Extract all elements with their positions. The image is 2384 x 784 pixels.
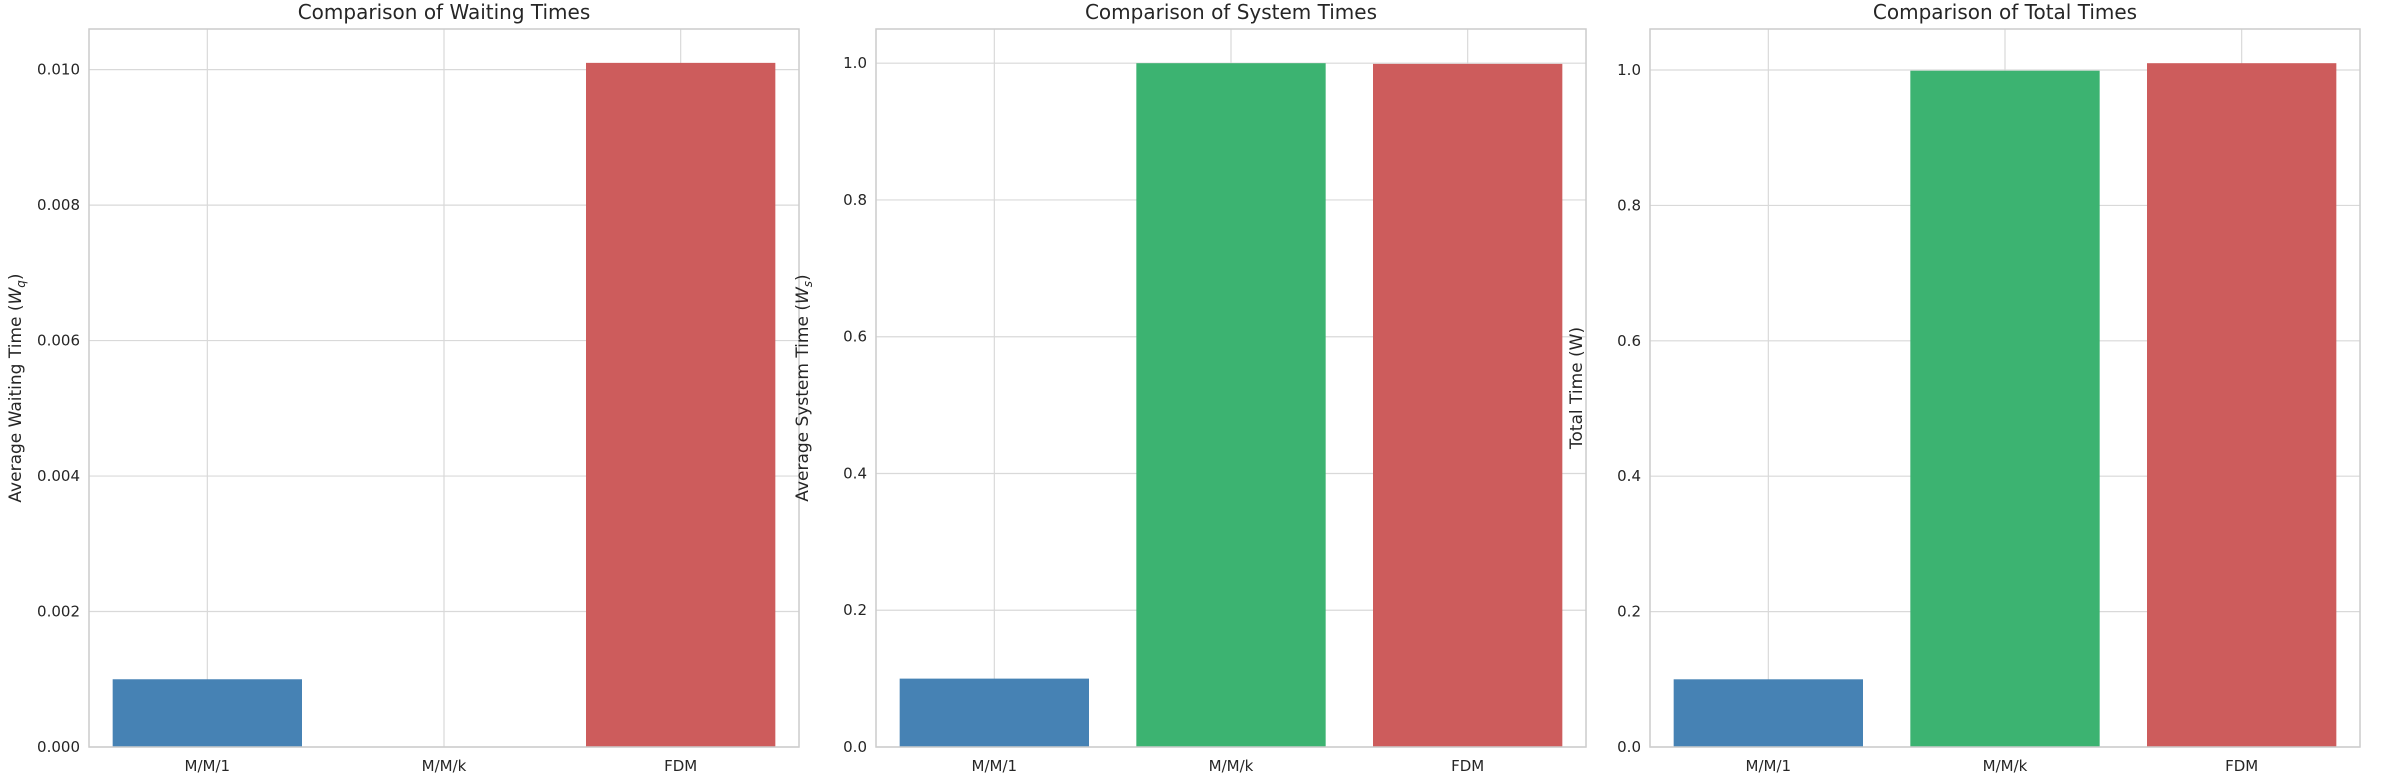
y-axis-label: Average System Time (Ws) xyxy=(793,274,815,501)
y-tick-label: 0.4 xyxy=(1617,467,1641,485)
y-tick-label: 0.0 xyxy=(843,738,867,756)
x-tick-label: M/M/k xyxy=(422,757,467,775)
bar-m-m-1 xyxy=(1673,679,1863,747)
x-tick-label: M/M/k xyxy=(1983,757,2028,775)
y-tick-label: 0.004 xyxy=(37,467,80,485)
y-tick-label: 0.000 xyxy=(37,738,80,756)
bar-m-m-1 xyxy=(899,678,1089,747)
x-tick-label: FDM xyxy=(2225,757,2258,775)
chart-title: Comparison of System Times xyxy=(1085,0,1377,24)
y-tick-label: 0.2 xyxy=(843,601,867,619)
chart-title: Comparison of Total Times xyxy=(1873,0,2137,24)
chart-panel-3: 0.0 0.2 0.4 0.6 0.8 1.0 M/M/1 M/M/k FDM Compariso… xyxy=(1567,0,2361,775)
x-tick-label: M/M/k xyxy=(1209,757,1254,775)
y-tick-label: 0.002 xyxy=(37,603,80,621)
bar-m-m-k xyxy=(1136,63,1326,747)
axes-frame xyxy=(1649,28,2361,748)
y-axis-label: Average Waiting Time (Wq) xyxy=(6,273,28,502)
x-tick-label: M/M/1 xyxy=(972,757,1018,775)
y-axis-label: Total Time (W) xyxy=(1567,327,1587,450)
y-tick-label: 0.0 xyxy=(1617,738,1641,756)
x-tick-label: M/M/1 xyxy=(1746,757,1792,775)
bar-fdm xyxy=(2147,63,2337,747)
chart-title: Comparison of Waiting Times xyxy=(298,0,591,24)
axes-frame xyxy=(88,28,800,748)
y-tick-label: 0.8 xyxy=(1617,196,1641,214)
y-tick-label: 0.6 xyxy=(843,328,867,346)
axes-frame xyxy=(875,28,1587,748)
bar-fdm xyxy=(586,62,776,748)
y-tick-label: 0.4 xyxy=(843,464,867,482)
chart-panel-1: 0.000 0.002 0.004 0.006 0.008 0.010 M/M/1 M/M/k… xyxy=(6,0,800,775)
bar-m-m-1 xyxy=(112,679,303,747)
y-tick-label: 0.8 xyxy=(843,191,867,209)
y-tick-label: 0.6 xyxy=(1617,332,1641,350)
bar-m-m-k xyxy=(1910,70,2100,748)
chart-panel-2: 0.0 0.2 0.4 0.6 0.8 1.0 M/M/1 M/M/k FDM Compariso… xyxy=(793,0,1587,775)
y-tick-label: 0.2 xyxy=(1617,603,1641,621)
x-tick-label: FDM xyxy=(664,757,697,775)
y-tick-label: 0.010 xyxy=(37,61,80,79)
bar-fdm xyxy=(1373,63,1563,748)
y-tick-label: 0.008 xyxy=(37,196,80,214)
y-tick-label: 1.0 xyxy=(1617,61,1641,79)
y-tick-label: 1.0 xyxy=(843,54,867,72)
y-tick-label: 0.006 xyxy=(37,332,80,350)
x-tick-label: FDM xyxy=(1451,757,1484,775)
x-tick-label: M/M/1 xyxy=(185,757,231,775)
